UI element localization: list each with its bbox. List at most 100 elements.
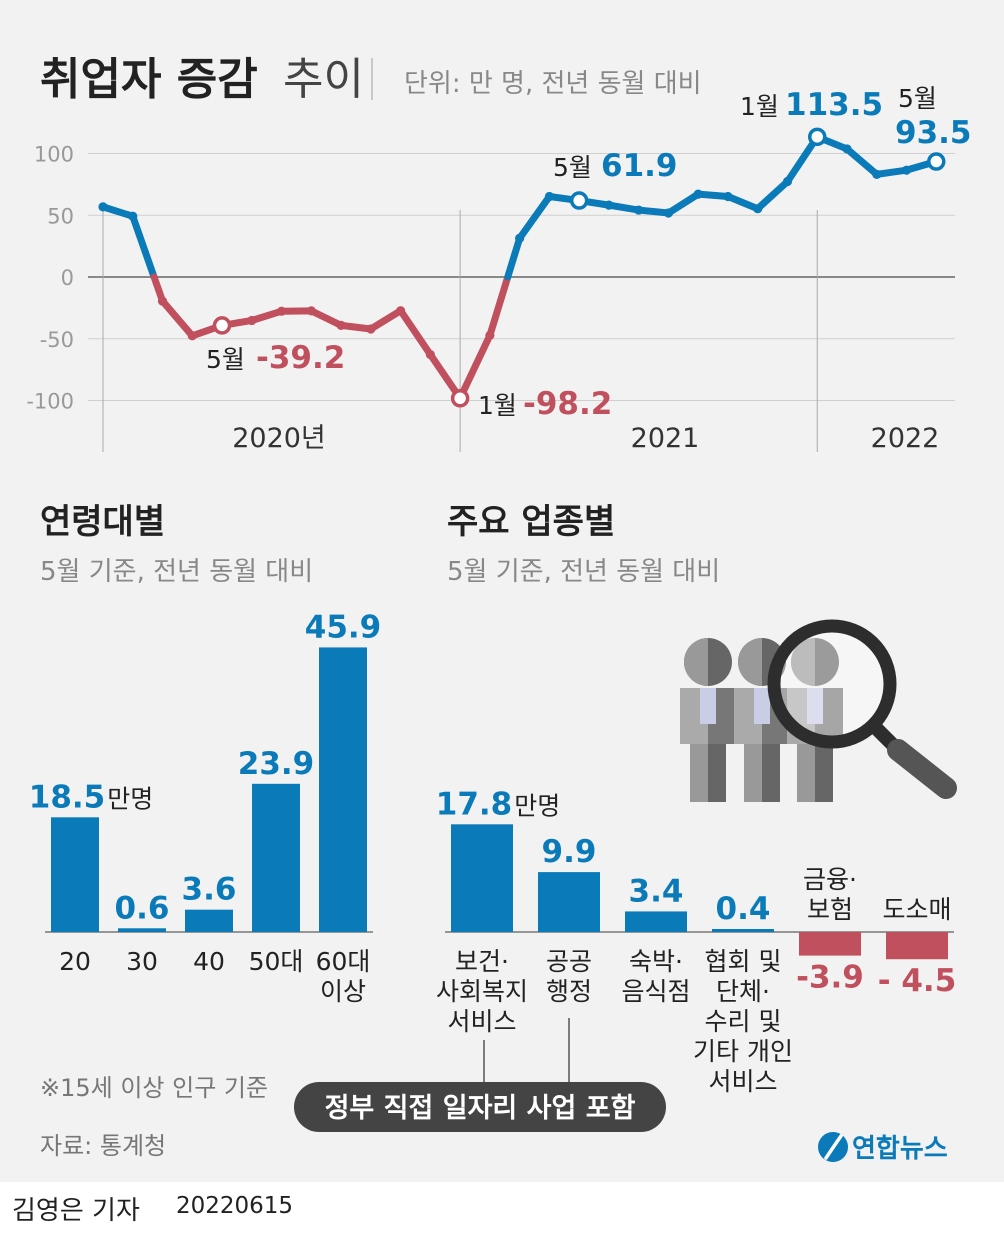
bar (51, 817, 99, 932)
data-point (515, 233, 525, 243)
annotated-point (212, 316, 232, 335)
note-pill-text: 정부 직접 일자리 사업 포함 (325, 1093, 636, 1124)
bar-value-label: 3.6 (182, 872, 237, 908)
yonhap-logo-text: 연합뉴스 (852, 1134, 948, 1164)
category-label: 음식점 (621, 977, 690, 1006)
annotation-value: 113.5 (785, 87, 883, 123)
year-label: 2022 (871, 423, 940, 454)
year-label: 2021 (631, 423, 700, 454)
age-chart-title: 연령대별 (40, 502, 165, 542)
annotation-month: 5월 (206, 345, 245, 374)
category-label: 숙박· (629, 947, 683, 976)
footnote: ※15세 이상 인구 기준 (40, 1074, 268, 1102)
category-label: 도소매 (882, 895, 951, 924)
annotation-value: -39.2 (256, 340, 345, 376)
bar (451, 824, 513, 932)
bar (712, 929, 774, 932)
annotation-value: -98.2 (523, 386, 612, 422)
magnifier-icon (767, 619, 957, 799)
reporter-name: 김영은 기자 (12, 1196, 140, 1226)
source-label: 자료: 통계청 (40, 1132, 166, 1160)
bar-unit-label: 만명 (107, 784, 153, 813)
bar-value-label: 23.9 (238, 746, 315, 782)
y-tick-label: 50 (47, 204, 74, 228)
category-label: 서비스 (447, 1007, 516, 1036)
bar (799, 932, 861, 956)
category-label: 금융· (803, 865, 857, 894)
bar-value-label: 0.4 (716, 891, 771, 927)
worker-figure (680, 638, 736, 802)
bar-unit-label: 만명 (514, 791, 560, 820)
annotated-point (569, 191, 589, 210)
infographic-canvas: 취업자 증감 추이 단위: 만 명, 전년 동월 대비 100 50 0 -50 -10… (0, 0, 1004, 1182)
bar (185, 909, 233, 932)
unit-label: 단위: 만 명, 전년 동월 대비 (404, 69, 702, 99)
annotation-value: 93.5 (895, 115, 972, 151)
bar (252, 783, 300, 932)
annotated-point (450, 389, 470, 408)
data-point (901, 165, 912, 175)
bar (625, 911, 687, 932)
annotation-month: 1월 (478, 391, 517, 420)
bar (886, 932, 948, 960)
data-point (693, 189, 703, 199)
note-pill (294, 1082, 666, 1132)
category-label: 수리 및 (705, 1007, 782, 1036)
workers-magnifier-illustration (680, 619, 957, 802)
yonhap-logo: 연합뉴스 (818, 1132, 948, 1164)
annotation-month: 5월 (553, 153, 592, 182)
line-chart-grid: 100 50 0 -50 -100 2020년 2021 2022 (26, 143, 955, 454)
bar (319, 647, 367, 932)
data-point (157, 296, 168, 306)
industry-chart-subtitle: 5월 기준, 전년 동월 대비 (447, 557, 720, 587)
data-point (128, 211, 138, 221)
category-label: 공공 (546, 947, 592, 976)
category-label: 50대 (249, 947, 304, 976)
data-point (336, 320, 346, 331)
bar-value-label: - 4.5 (878, 963, 957, 999)
bar (118, 928, 166, 932)
data-point (247, 315, 257, 326)
data-point (544, 191, 555, 202)
data-point (396, 306, 406, 316)
data-point (98, 202, 108, 212)
data-point (634, 205, 644, 215)
worker-figure (787, 638, 843, 802)
bar-value-label: 18.5 (29, 779, 106, 815)
y-tick-label: -50 (40, 328, 74, 352)
data-point (753, 204, 763, 214)
series-line-negative (150, 273, 512, 402)
data-point (663, 208, 674, 218)
age-chart-subtitle: 5월 기준, 전년 동월 대비 (40, 557, 313, 587)
annotated-point (927, 152, 946, 171)
annotation-value: 61.9 (601, 148, 678, 184)
category-label: 60대 (316, 947, 371, 976)
publish-date: 20220615 (176, 1193, 294, 1219)
credit-bar: 김영은 기자 20220615 (0, 1182, 1004, 1241)
y-tick-label: 100 (34, 143, 74, 167)
data-point (276, 306, 287, 316)
category-label: 40 (193, 947, 225, 976)
annotation-month: 1월 (740, 92, 779, 121)
category-label: 협회 및 (705, 947, 782, 976)
category-label: 20 (59, 947, 91, 976)
y-tick-label: 0 (61, 266, 74, 290)
data-point (425, 349, 435, 360)
data-point (485, 330, 495, 341)
annotated-point (807, 127, 827, 147)
y-tick-label: -100 (26, 390, 74, 414)
bar-value-label: 45.9 (305, 609, 382, 645)
bar (538, 872, 600, 932)
category-label: 이상 (320, 977, 366, 1006)
annotation-month: 5월 (898, 84, 937, 113)
bar-value-label: 3.4 (629, 873, 684, 909)
category-label: 보건· (455, 947, 509, 976)
year-label: 2020년 (232, 423, 326, 454)
worker-figure (734, 638, 790, 802)
category-label: 30 (126, 947, 158, 976)
data-point (723, 191, 733, 202)
main-title: 취업자 증감 (40, 54, 258, 105)
